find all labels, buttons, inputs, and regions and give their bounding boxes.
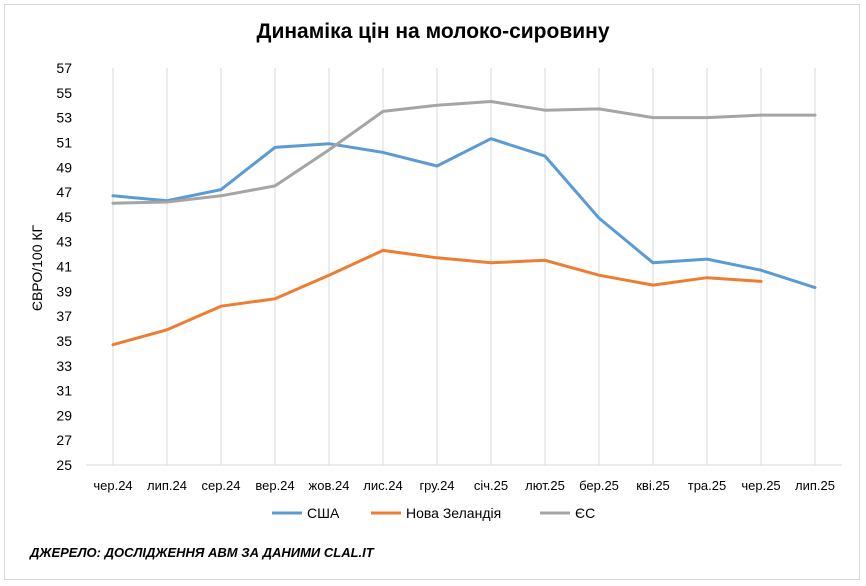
y-tick-label: 31 <box>56 383 72 399</box>
x-tick-label: лип.24 <box>147 478 187 493</box>
y-tick-label: 43 <box>56 234 72 250</box>
x-tick-label: чер.24 <box>93 478 132 493</box>
x-tick-label: тра.25 <box>688 478 727 493</box>
y-tick-label: 47 <box>56 184 72 200</box>
y-tick-label: 29 <box>56 407 72 423</box>
x-tick-label: лип.25 <box>795 478 835 493</box>
series-layer <box>111 100 817 347</box>
x-tick-label: сер.24 <box>201 478 240 493</box>
series-line-2 <box>111 248 763 347</box>
legend: США Нова Зеландія ЄС <box>272 505 595 521</box>
x-tick-label: лют.25 <box>525 478 565 493</box>
x-tick-label: бер.25 <box>579 478 619 493</box>
x-tick-label: жов.24 <box>309 478 350 493</box>
y-tick-label: 35 <box>56 333 72 349</box>
source-note: ДЖЕРЕЛО: ДОСЛІДЖЕННЯ АВМ ЗА ДАНИМИ CLAL.… <box>30 545 374 560</box>
y-tick-label: 57 <box>56 60 72 76</box>
grid-layer <box>112 68 816 465</box>
axis-layer: 25 27 29 31 33 35 37 39 41 43 45 47 49 51 53 55 57 чер.24… <box>56 60 842 493</box>
x-tick-label: гру.24 <box>419 478 454 493</box>
y-tick-label: 33 <box>56 358 72 374</box>
x-tick-label: лис.24 <box>363 478 402 493</box>
y-tick-label: 39 <box>56 283 72 299</box>
x-tick-label: січ.25 <box>474 478 508 493</box>
x-tick-label: чер.25 <box>741 478 780 493</box>
chart-title: Динаміка цін на молоко-сировину <box>256 20 610 43</box>
legend-label: США <box>307 505 340 521</box>
legend-label: Нова Зеландія <box>406 505 501 521</box>
series-line-1 <box>111 137 817 290</box>
x-tick-label: кві.25 <box>636 478 670 493</box>
y-tick-label: 45 <box>56 209 72 225</box>
y-tick-label: 37 <box>56 308 72 324</box>
y-tick-label: 53 <box>56 110 72 126</box>
x-tick-label: вер.24 <box>255 478 294 493</box>
y-tick-label: 49 <box>56 159 72 175</box>
chart-frame <box>4 4 860 580</box>
y-tick-label: 55 <box>56 85 72 101</box>
y-tick-label: 41 <box>56 259 72 275</box>
series-line-3 <box>111 100 817 205</box>
y-tick-label: 27 <box>56 432 72 448</box>
legend-label: ЄС <box>575 505 595 521</box>
y-tick-label: 25 <box>56 457 72 473</box>
y-tick-label: 51 <box>56 134 72 150</box>
y-axis-label: ЄВРО/100 КГ <box>29 224 45 311</box>
